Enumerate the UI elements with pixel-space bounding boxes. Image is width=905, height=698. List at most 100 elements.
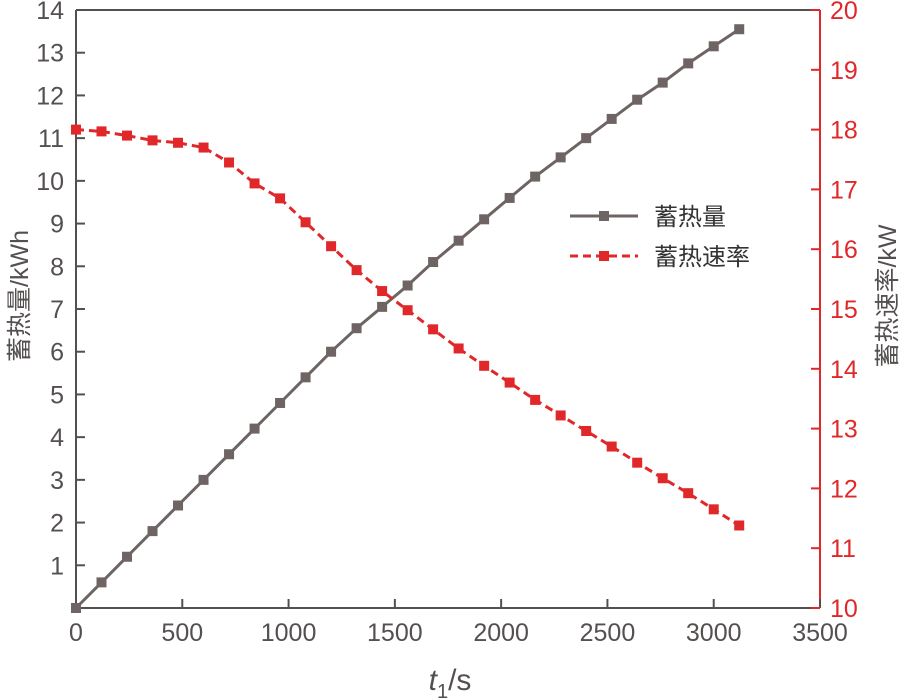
- data-point-rate: [581, 425, 592, 436]
- x-axis-label-sub: 1: [437, 681, 448, 698]
- y-right-tick-label: 13: [830, 416, 858, 444]
- data-point-storage: [249, 423, 260, 434]
- data-point-storage: [173, 500, 184, 511]
- y-right-tick-label: 18: [830, 117, 858, 145]
- y-right-tick-label: 11: [830, 535, 856, 563]
- y-right-tick-label: 10: [830, 595, 858, 623]
- data-point-storage: [96, 577, 107, 588]
- data-point-rate: [224, 157, 235, 168]
- y-axis-right-label: 蓄热速率/kW: [874, 224, 902, 367]
- data-point-storage: [198, 474, 209, 485]
- data-point-storage: [402, 280, 413, 291]
- y-left-tick-label: 14: [36, 0, 64, 25]
- y-right-tick-label: 20: [830, 0, 858, 25]
- legend-label-rate: 蓄热速率: [654, 244, 750, 271]
- data-point-rate: [555, 410, 566, 421]
- x-axis-label: t1/s: [429, 664, 472, 698]
- y-right-tick-label: 19: [830, 57, 858, 85]
- data-point-rate: [530, 394, 541, 405]
- data-point-storage: [479, 214, 490, 225]
- data-point-rate: [275, 193, 286, 204]
- y-left-tick-label: 5: [50, 381, 64, 409]
- data-point-rate: [657, 473, 668, 484]
- plot-frame-group: [75, 9, 821, 609]
- data-point-rate: [504, 377, 515, 388]
- data-point-rate: [428, 324, 439, 335]
- data-point-storage: [326, 346, 337, 357]
- data-point-storage: [657, 77, 668, 88]
- data-point-storage: [300, 372, 311, 383]
- y-left-tick-label: 11: [38, 125, 64, 153]
- x-tick-label: 3500: [792, 619, 848, 647]
- data-point-rate: [147, 135, 158, 146]
- data-point-rate: [198, 142, 209, 153]
- data-point-storage: [428, 257, 439, 268]
- data-point-rate: [632, 457, 643, 468]
- data-point-storage: [555, 152, 566, 163]
- y-left-tick-label: 2: [50, 510, 64, 538]
- data-point-rate: [402, 305, 413, 316]
- y-right-tick-label: 15: [830, 296, 858, 324]
- data-point-storage: [504, 192, 515, 203]
- x-tick-label: 2000: [473, 619, 529, 647]
- y-left-tick-label: 12: [36, 82, 64, 110]
- y-left-tick-label: 3: [50, 467, 64, 495]
- y-left-tick-label: 7: [50, 296, 64, 324]
- legend-marker-storage: [599, 211, 609, 221]
- data-point-rate: [300, 217, 311, 228]
- y-right-tick-label: 14: [830, 356, 858, 384]
- data-point-storage: [351, 323, 362, 334]
- x-axis-label-unit: /s: [448, 664, 471, 697]
- data-point-rate: [326, 241, 337, 252]
- data-point-rate: [453, 343, 464, 354]
- legend-label-storage: 蓄热量: [654, 204, 726, 231]
- data-point-storage: [581, 133, 592, 144]
- data-point-rate: [173, 137, 184, 148]
- data-point-storage: [453, 235, 464, 246]
- y-right-tick-label: 16: [830, 236, 858, 264]
- data-point-storage: [122, 551, 133, 562]
- x-tick-label: 2500: [580, 619, 636, 647]
- x-tick-label: 3000: [686, 619, 742, 647]
- x-tick-label: 0: [69, 619, 83, 647]
- y-left-tick-label: 8: [50, 253, 64, 281]
- data-point-rate: [351, 265, 362, 276]
- y-right-tick-label: 17: [830, 176, 858, 204]
- data-point-storage: [377, 301, 388, 312]
- series-group: [71, 24, 745, 613]
- data-point-storage: [224, 449, 235, 460]
- data-point-storage: [606, 113, 617, 124]
- y-left-tick-label: 4: [50, 424, 64, 452]
- data-point-rate: [606, 441, 617, 452]
- data-point-rate: [122, 130, 133, 141]
- x-tick-label: 500: [161, 619, 203, 647]
- data-point-rate: [683, 488, 694, 499]
- x-axis-label-main: t: [429, 664, 439, 697]
- data-point-storage: [734, 24, 745, 35]
- y-left-tick-label: 1: [50, 552, 64, 580]
- data-point-rate: [377, 286, 388, 297]
- series-line-storage: [74, 27, 741, 610]
- x-tick-label: 1500: [367, 619, 423, 647]
- y-left-tick-label: 9: [50, 211, 64, 239]
- axis-labels-group: t1/s 蓄热量/kWh 蓄热速率/kW: [6, 224, 902, 698]
- y-left-tick-label: 13: [36, 40, 64, 68]
- data-point-storage: [683, 58, 694, 69]
- data-point-storage: [632, 94, 643, 105]
- y-left-tick-label: 10: [36, 168, 64, 196]
- data-point-rate: [96, 126, 107, 137]
- legend-marker-rate: [599, 251, 609, 261]
- data-point-storage: [275, 397, 286, 408]
- y-left-tick-label: 6: [50, 339, 64, 367]
- y-right-tick-label: 12: [830, 475, 858, 503]
- y-axis-left-label: 蓄热量/kWh: [6, 230, 34, 362]
- data-point-storage: [708, 41, 719, 52]
- data-point-storage: [530, 171, 541, 182]
- data-point-rate: [479, 360, 490, 371]
- data-point-rate: [249, 178, 260, 189]
- data-point-rate: [71, 124, 81, 135]
- data-point-rate: [734, 520, 745, 531]
